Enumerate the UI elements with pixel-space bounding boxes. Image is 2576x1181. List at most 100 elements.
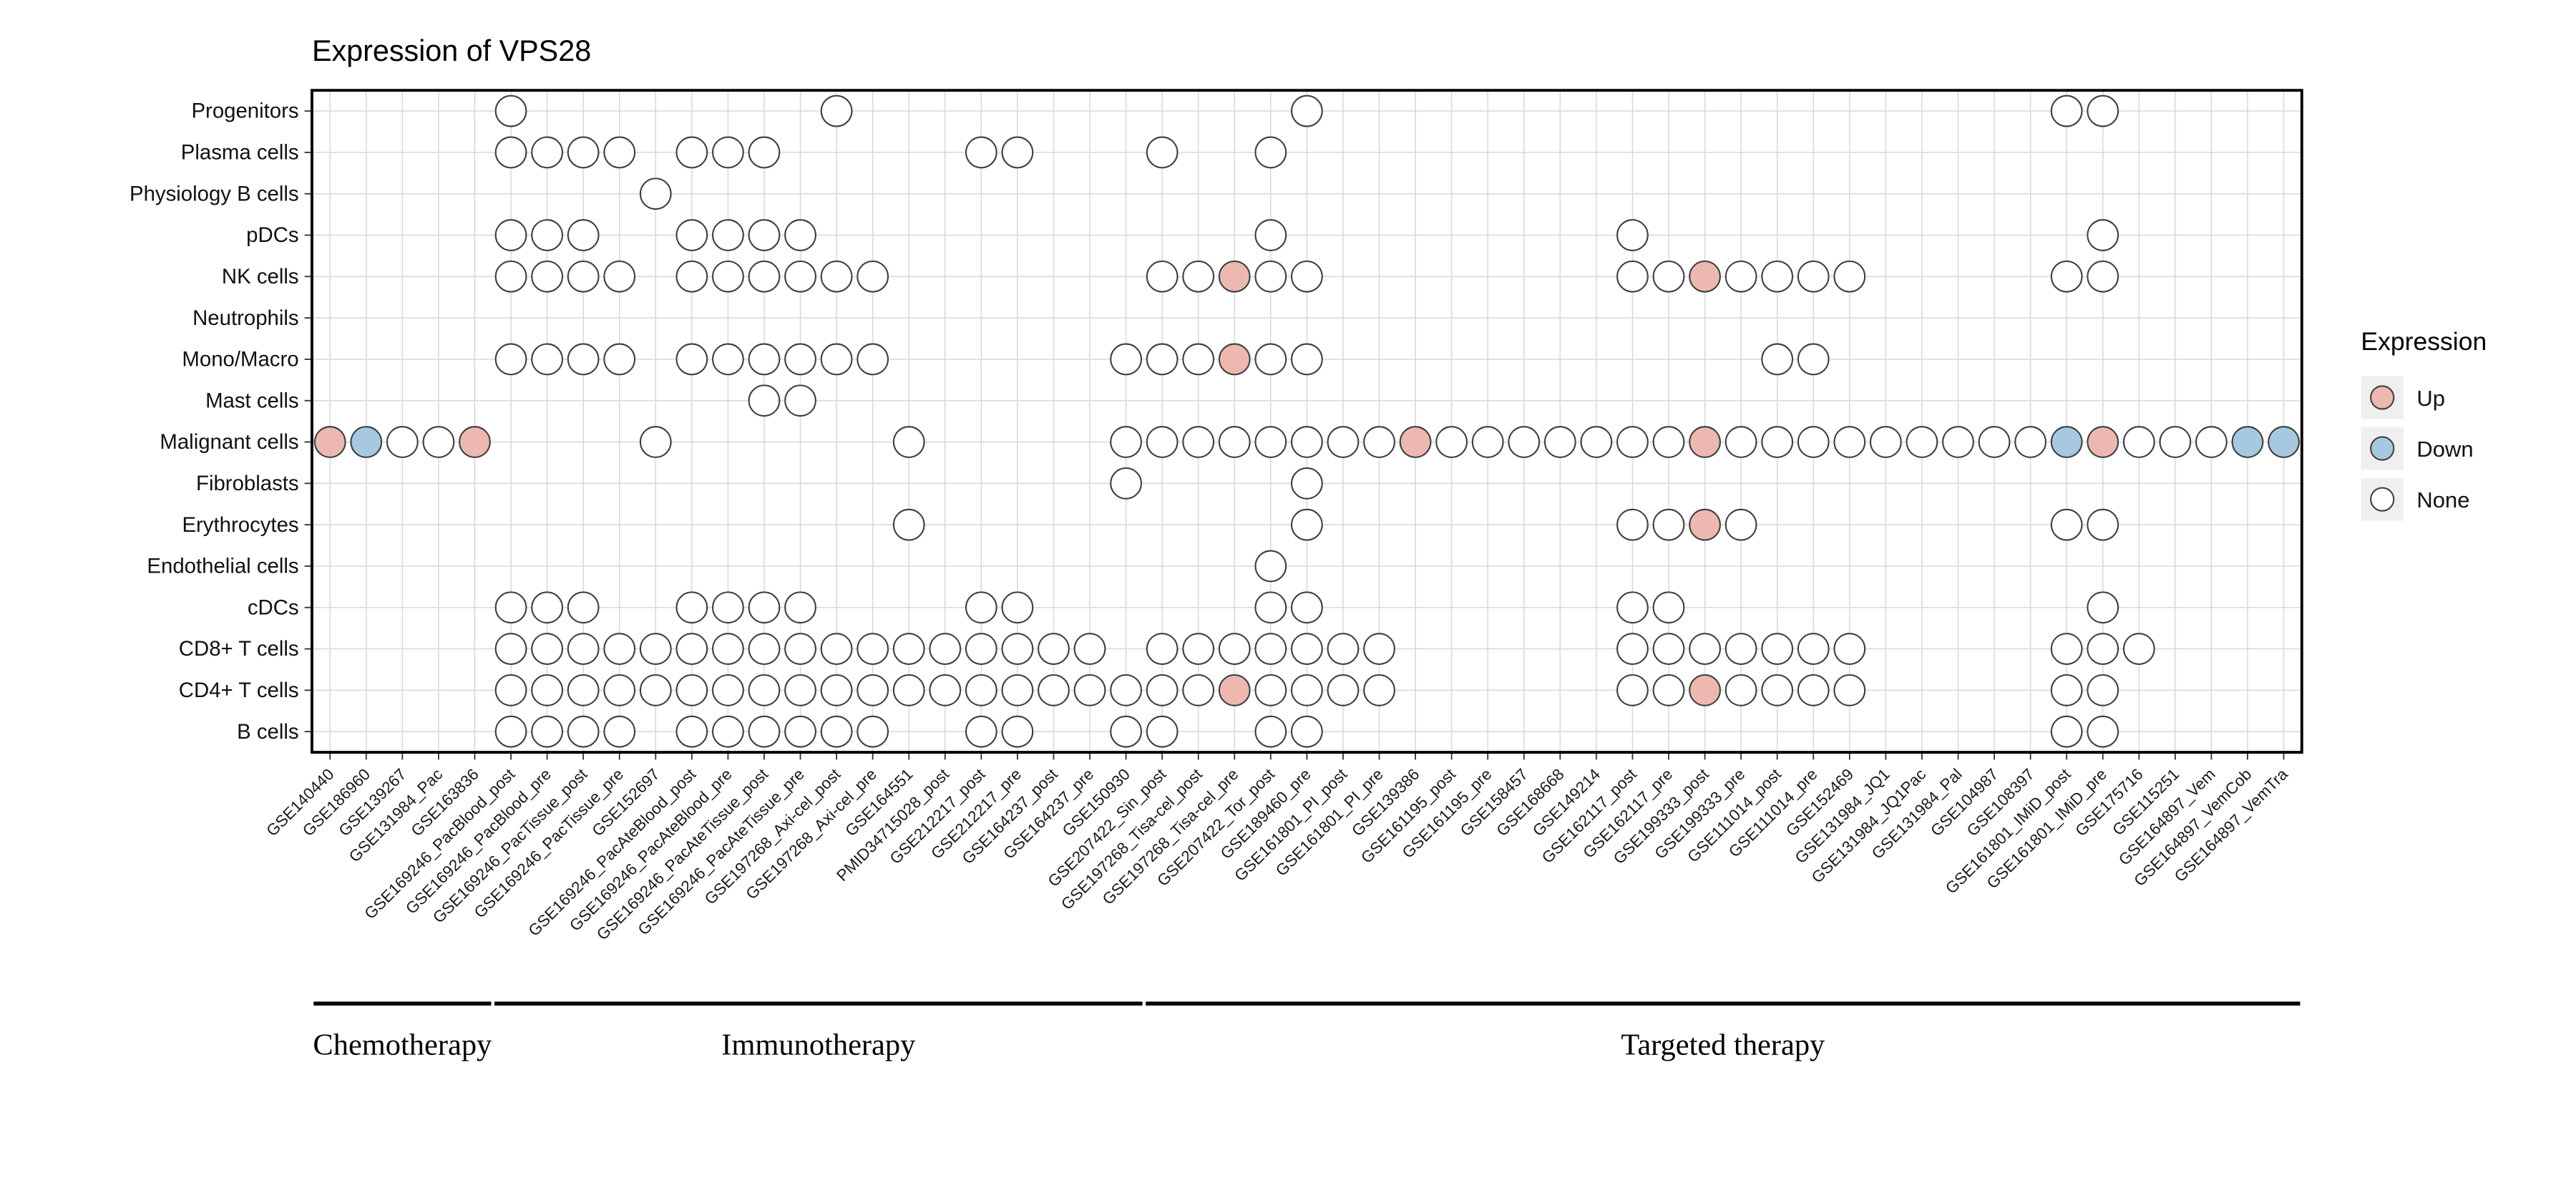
expression-dot [1182, 426, 1215, 458]
y-axis-label: Endothelial cells [147, 555, 298, 578]
expression-dot [748, 674, 781, 706]
expression-dot [1110, 674, 1142, 706]
expression-dot [386, 426, 419, 458]
expression-dot [675, 674, 708, 706]
expression-dot [494, 94, 527, 127]
expression-dot [1616, 219, 1649, 251]
expression-dot [1652, 508, 1685, 541]
expression-dot [748, 633, 781, 665]
expression-dot [712, 591, 744, 624]
expression-dot [1833, 426, 1866, 458]
expression-dot [1291, 343, 1323, 376]
expression-dot [784, 674, 816, 706]
expression-dot [675, 136, 708, 169]
expression-dot [2087, 260, 2119, 293]
expression-dot [675, 591, 708, 624]
expression-dot [748, 219, 781, 251]
expression-dot [675, 343, 708, 376]
expression-dot [2050, 508, 2083, 541]
expression-dot [2087, 508, 2119, 541]
expression-dot [1652, 591, 1685, 624]
expression-dot [2231, 426, 2264, 458]
expression-dot [1689, 674, 1721, 706]
expression-dot [567, 715, 600, 748]
expression-dot [1616, 508, 1649, 541]
expression-dot [1254, 550, 1287, 583]
expression-dot [675, 715, 708, 748]
expression-dot [1761, 260, 1794, 293]
expression-dot [1182, 260, 1215, 293]
expression-dot [1797, 633, 1830, 665]
expression-dot [1291, 94, 1323, 127]
expression-dot [1291, 508, 1323, 541]
expression-dot [1833, 260, 1866, 293]
expression-dot [1218, 260, 1251, 293]
expression-dot [494, 591, 527, 624]
expression-dot [1978, 426, 2011, 458]
expression-dot [1001, 633, 1034, 665]
expression-dot [748, 715, 781, 748]
y-axis-label: Neutrophils [192, 306, 299, 330]
expression-dot [1761, 426, 1794, 458]
expression-dot [1291, 426, 1323, 458]
expression-dot [1254, 260, 1287, 293]
expression-dot [1146, 715, 1179, 748]
y-axis-label: Physiology B cells [130, 182, 299, 205]
y-axis-label: CD4+ T cells [179, 679, 299, 702]
expression-dot [1146, 674, 1179, 706]
expression-dot [1399, 426, 1432, 458]
expression-dot [1327, 426, 1360, 458]
expression-dot [1073, 674, 1106, 706]
expression-dot [1797, 260, 1830, 293]
expression-dot [603, 343, 636, 376]
y-axis-label: Malignant cells [160, 430, 298, 454]
expression-dot [313, 426, 346, 458]
expression-dot [2087, 94, 2119, 127]
y-axis-label: Progenitors [191, 99, 298, 123]
expression-dot [1327, 633, 1360, 665]
expression-dot [1291, 715, 1323, 748]
y-axis-label: Fibroblasts [196, 472, 299, 495]
y-axis-label: CD8+ T cells [179, 637, 299, 661]
expression-dot [1363, 674, 1395, 706]
expression-dot [1363, 633, 1395, 665]
expression-dot [1652, 260, 1685, 293]
expression-dot [494, 343, 527, 376]
expression-dot [494, 136, 527, 169]
expression-dot [1435, 426, 1468, 458]
expression-dot [531, 591, 563, 624]
expression-dot [1073, 633, 1106, 665]
expression-dot [675, 219, 708, 251]
expression-dot [1761, 674, 1794, 706]
expression-dot [784, 343, 816, 376]
expression-dot [712, 136, 744, 169]
expression-dot [784, 633, 816, 665]
expression-dot [857, 715, 889, 748]
y-axis-label: B cells [237, 720, 298, 744]
expression-dot [1869, 426, 1902, 458]
expression-dot [1001, 136, 1034, 169]
expression-dot [531, 136, 563, 169]
expression-dot [1182, 674, 1215, 706]
expression-dot [639, 633, 672, 665]
expression-dot [820, 674, 853, 706]
expression-dot [2087, 674, 2119, 706]
legend-item-label: Down [2416, 437, 2473, 462]
expression-dot [784, 260, 816, 293]
expression-dot [1327, 674, 1360, 706]
legend-item-label: Up [2416, 386, 2445, 411]
expression-dot [494, 674, 527, 706]
expression-dot [639, 674, 672, 706]
expression-dot [2050, 674, 2083, 706]
expression-dot [1652, 674, 1685, 706]
y-axis-label: pDCs [246, 223, 298, 247]
expression-dot [2087, 633, 2119, 665]
expression-dot [712, 343, 744, 376]
expression-dot [1797, 426, 1830, 458]
expression-dot [1110, 715, 1142, 748]
expression-dot [1218, 674, 1251, 706]
chart-title: Expression of VPS28 [312, 34, 591, 67]
expression-dot [1038, 674, 1070, 706]
expression-dot [2195, 426, 2228, 458]
